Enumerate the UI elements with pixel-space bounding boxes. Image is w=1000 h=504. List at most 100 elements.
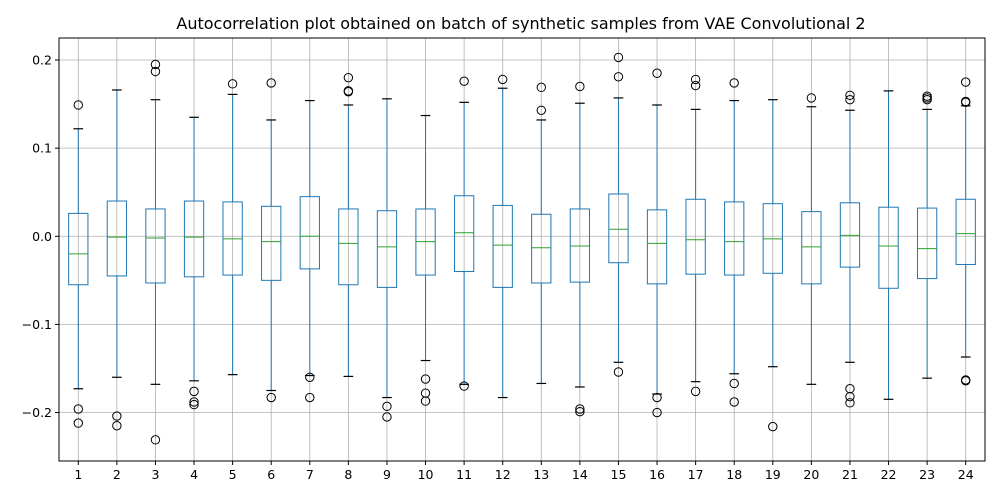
box-20: [801, 93, 822, 385]
chart-title: Autocorrelation plot obtained on batch o…: [176, 14, 865, 33]
outlier-13-0: [536, 82, 546, 93]
box-1: [68, 100, 89, 428]
box-14: [569, 81, 591, 417]
outlier-2-1: [112, 421, 122, 431]
box-iqr-12: [492, 204, 513, 288]
x-tick-label-11: 11: [456, 467, 472, 482]
x-tick-label-23: 23: [919, 467, 935, 482]
x-tick-label-13: 13: [533, 467, 549, 482]
outlier-2-0: [112, 411, 122, 421]
box-series: [68, 52, 976, 445]
outlier-17-2: [690, 386, 701, 397]
box-23: [916, 91, 938, 379]
x-tick-label-17: 17: [688, 467, 704, 482]
plot-frame: [58, 37, 986, 462]
x-tick-label-16: 16: [649, 467, 665, 482]
box-8: [338, 72, 359, 377]
x-tick-label-8: 8: [344, 467, 352, 482]
box-22: [878, 90, 899, 400]
outlier-3-2: [150, 435, 161, 445]
box-iqr-6: [261, 205, 282, 281]
outlier-18-2: [729, 397, 739, 407]
outlier-17-0: [690, 74, 701, 85]
outlier-8-2: [343, 87, 354, 97]
y-tick-label-2: 0.0: [32, 229, 52, 244]
x-tick-label-24: 24: [958, 467, 974, 482]
outlier-1-1: [73, 404, 83, 414]
outlier-16-1: [652, 392, 662, 403]
box-iqr-18: [724, 201, 745, 276]
x-tick-label-12: 12: [495, 467, 511, 482]
box-24: [955, 77, 976, 386]
outlier-1-2: [73, 418, 83, 428]
box-iqr-23: [916, 207, 938, 280]
outlier-11-1: [459, 381, 469, 391]
outlier-14-2: [575, 406, 585, 417]
outlier-13-1: [536, 105, 546, 115]
y-tick-label-3: 0.1: [32, 141, 52, 156]
box-10: [415, 114, 436, 406]
box-15: [608, 52, 629, 377]
outlier-21-4: [845, 398, 855, 408]
outlier-14-0: [575, 81, 585, 92]
box-13: [531, 82, 552, 385]
outlier-1-0: [73, 100, 83, 110]
outlier-24-0: [961, 77, 971, 87]
box-2: [106, 89, 128, 431]
box-iqr-7: [299, 196, 320, 270]
x-tick-label-5: 5: [229, 467, 237, 482]
outlier-7-0: [305, 372, 315, 382]
outlier-24-4: [961, 376, 971, 386]
outlier-18-0: [729, 78, 739, 88]
outlier-19-0: [768, 421, 778, 432]
outlier-6-0: [266, 78, 276, 88]
outlier-15-0: [613, 52, 624, 63]
outlier-9-1: [382, 412, 392, 422]
x-tick-label-15: 15: [611, 467, 627, 482]
box-iqr-1: [68, 212, 89, 286]
box-iqr-20: [801, 211, 822, 285]
outlier-4-1: [189, 397, 199, 407]
outlier-7-1: [305, 392, 315, 403]
box-5: [222, 79, 243, 376]
box-iqr-17: [685, 198, 706, 275]
box-19: [762, 99, 783, 432]
box-3: [145, 59, 166, 445]
x-tick-label-7: 7: [306, 467, 314, 482]
x-tick-label-3: 3: [151, 467, 159, 482]
x-tick-label-10: 10: [418, 467, 434, 482]
outlier-24-2: [961, 97, 971, 108]
box-7: [299, 99, 320, 403]
x-tick-label-2: 2: [113, 467, 121, 482]
x-tick-label-9: 9: [383, 467, 391, 482]
box-iqr-24: [955, 198, 976, 265]
box-iqr-2: [106, 200, 128, 277]
outlier-21-1: [845, 94, 855, 105]
outlier-3-1: [150, 66, 161, 77]
box-iqr-15: [608, 193, 629, 264]
outlier-17-1: [690, 80, 701, 91]
x-tick-label-14: 14: [572, 467, 588, 482]
box-iqr-8: [338, 208, 359, 286]
outlier-4-2: [189, 399, 199, 410]
box-21: [839, 90, 861, 408]
box-18: [724, 78, 745, 407]
x-tick-label-22: 22: [881, 467, 897, 482]
axes: −0.2−0.10.00.10.21 2 3 4 5 6 7 8 9 10 11 12 13 14 15 16…: [22, 37, 986, 482]
y-tick-label-1: −0.1: [22, 317, 52, 332]
outlier-10-0: [420, 374, 431, 384]
box-16: [646, 68, 668, 418]
outlier-18-1: [729, 378, 739, 389]
box-11: [453, 76, 475, 391]
box-iqr-13: [531, 213, 552, 284]
x-tick-label-21: 21: [842, 467, 858, 482]
outlier-5-0: [227, 79, 238, 89]
outlier-21-3: [845, 391, 855, 402]
box-iqr-4: [183, 200, 205, 278]
box-6: [261, 78, 282, 403]
outlier-20-0: [806, 93, 817, 103]
box-iqr-22: [878, 206, 899, 289]
box-iqr-3: [145, 208, 166, 284]
